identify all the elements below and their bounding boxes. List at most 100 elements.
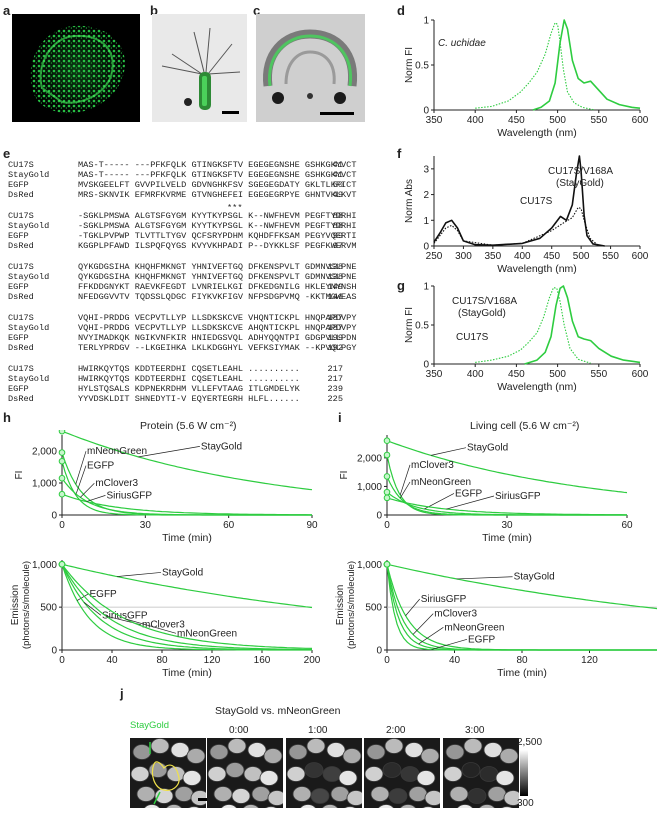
cell-outline (151, 761, 180, 791)
y-tick-label: 0 (423, 242, 429, 253)
label-leader-line (456, 576, 513, 580)
series-label: StayGold (467, 443, 508, 454)
start-point (383, 560, 391, 568)
series-label: EGFP (87, 461, 115, 472)
sequence-position: 199 (327, 333, 343, 343)
sequence-residues: MAS-T----- ---PFKFQLK GTINGKSFTV EGEGEGN… (78, 170, 357, 180)
label-leader-line (418, 626, 444, 645)
y-axis-label-units: (photons/s/molecule) (346, 561, 357, 649)
x-axis-label: Time (min) (497, 667, 547, 679)
medusa-brightfield-photo (256, 14, 365, 122)
emission-timecourse-protein-chart: 0 40 80 120 160 200 0 500 1,000 Time (min) Emissio… (10, 560, 321, 679)
alignment-row: DsRed TERLYPRDGV --LKGEIHKA LKLKDGGHYL VE… (8, 343, 357, 353)
y-tick-label: 3 (423, 164, 429, 175)
x-axis-label: Time (min) (162, 532, 212, 543)
alignment-block: CU17S MAS-T----- ---PFKFQLK GTINGKSFTV EG… (8, 160, 357, 200)
sequence-name: StayGold (8, 170, 50, 180)
x-tick-label: 400 (467, 115, 484, 126)
sequence-residues: -SGKLPMSWA ALGTSFGYGM KYYTKYPSGL K--NWFH… (78, 211, 357, 221)
x-tick-label: 60 (621, 520, 633, 531)
series-label: mNeonGreen (177, 628, 237, 639)
timelapse-frame (443, 738, 519, 808)
x-tick-label: 40 (449, 655, 461, 666)
label-leader-line (430, 447, 467, 456)
panel-label-a: a (3, 3, 11, 18)
y-axis-label: Norm FI (404, 47, 415, 83)
sequence-name: EGFP (8, 333, 29, 343)
x-tick-label: 500 (549, 369, 566, 380)
x-axis-label: Wavelength (nm) (497, 263, 577, 275)
alignment-row: DsRed MRS-SKNVIK EFMRFKVRME GTVNGHEFEI EG… (8, 190, 357, 200)
x-tick-label: 600 (632, 115, 649, 126)
sequence-residues: VQHI-PRDDG VECPVTLLYP LLSDKSKCVE VHQNTIC… (78, 313, 357, 323)
timepoint-label: 0:00 (229, 725, 249, 736)
y-axis-label-units: (photons/s/molecule) (21, 561, 32, 649)
sequence-name: CU17S (8, 313, 34, 323)
scale-bar (198, 798, 207, 801)
series-label: EGFP (455, 488, 483, 499)
alignment-row: CU17S HWIRKQYTQS KDDTEERDHI CQSETLEAHL ..… (8, 364, 348, 374)
sequence-residues: NVYIMADKQK NGIKVNFKIR HNIEDGSVQL ADHYQQN… (78, 333, 357, 343)
fi-timecourse-protein-chart: 0 30 60 90 0 1,000 2,000 Time (min) FI StayGold mN… (14, 430, 318, 543)
alignment-row: EGFP -TGKLPVPWP TLVTTLTYGV QCFSRYPDHM KQH… (8, 231, 357, 241)
panel-label-f: f (397, 146, 402, 161)
polyp-image (161, 27, 241, 114)
mneongreen-pointer (153, 791, 161, 805)
start-point (383, 488, 391, 496)
y-tick-label: 1,000 (32, 560, 57, 571)
series-label: EGFP (468, 634, 496, 645)
sequence-residues: QYKGDGSIHA KHQHFMKNGT YHNIVEFTGQ DFKENSP… (78, 262, 357, 272)
series-label: StayGold (162, 567, 203, 578)
annotation-staygold-sub: (StayGold) (458, 308, 506, 319)
x-tick-label: 250 (426, 251, 443, 262)
sequence-name: DsRed (8, 190, 34, 200)
start-point (58, 449, 66, 456)
sequence-position: 50 (332, 180, 343, 190)
sequence-residues: HWIRKQYTQS KDDTEERDHI CQSETLEAHL .......… (78, 364, 300, 374)
y-axis-label: Norm Abs (404, 179, 415, 223)
label-leader-line (76, 593, 89, 601)
panel-label-e: e (3, 146, 11, 161)
sequence-residues: HWIRKQYTQS KDDTEERDHI CQSETLEAHL .......… (78, 374, 300, 384)
label-leader-line (86, 495, 106, 502)
sequence-residues: KGGPLPFAWD ILSPQFQYGS KVYVKHPADI P--DYKK… (78, 241, 357, 251)
series-label: SiriusGFP (106, 490, 152, 501)
start-point (58, 457, 66, 465)
series-label: mClover3 (411, 460, 454, 471)
annotation-staygold: CU17S/V168A (548, 166, 613, 177)
alignment-block: CU17S HWIRKQYTQS KDDTEERDHI CQSETLEAHL ..… (8, 364, 348, 404)
sequence-residues: MVSKGEELFT GVVPILVELD GDVNGHKFSV SGEGEGD… (78, 180, 357, 190)
sequence-name: StayGold (8, 221, 50, 231)
decay-curve (61, 493, 312, 516)
x-tick-label: 450 (508, 369, 525, 380)
sequence-position: 187 (327, 313, 343, 323)
sequence-position: 49 (332, 190, 343, 200)
panel-j-title: StayGold vs. mNeonGreen (215, 705, 341, 717)
panel-i-title: Living cell (5.6 W cm⁻²) (470, 420, 580, 432)
alignment-row: CU17S VQHI-PRDDG VECPVTLLYP LLSDKSKCVE VH… (8, 313, 356, 323)
sequence-name: CU17S (8, 211, 34, 221)
x-tick-label: 450 (543, 251, 560, 262)
series-label: mClover3 (434, 609, 477, 620)
x-tick-label: 450 (508, 115, 525, 126)
sequence-residues: VQHI-PRDDG VECPVTLLYP LLSDKSKCVE AHQNTIC… (78, 323, 357, 333)
sequence-position: 88 (332, 211, 343, 221)
panel-label-j: j (120, 686, 124, 701)
panel-h-title: Protein (5.6 W cm⁻²) (140, 420, 237, 432)
sequence-position: 187 (327, 323, 343, 333)
y-tick-label: 0.5 (415, 61, 429, 72)
y-tick-label: 1,000 (357, 560, 382, 571)
alignment-row: StayGold HWIRKQYTQS KDDTEERDHI CQSETLEAHL… (8, 374, 348, 384)
timelapse-frame (286, 738, 362, 808)
x-tick-label: 500 (549, 115, 566, 126)
sequence-position: 88 (332, 221, 343, 231)
x-tick-label: 30 (501, 520, 513, 531)
annotation-staygold: CU17S/V168A (452, 296, 517, 307)
series-label: SiriusGFP (495, 491, 541, 502)
sequence-position: 99 (332, 231, 343, 241)
decay-curve (61, 564, 312, 651)
x-axis-label: Time (min) (482, 532, 532, 543)
scale-max-label: 2,500 (517, 737, 543, 748)
label-leader-line (412, 613, 434, 635)
x-tick-label: 0 (384, 655, 390, 666)
